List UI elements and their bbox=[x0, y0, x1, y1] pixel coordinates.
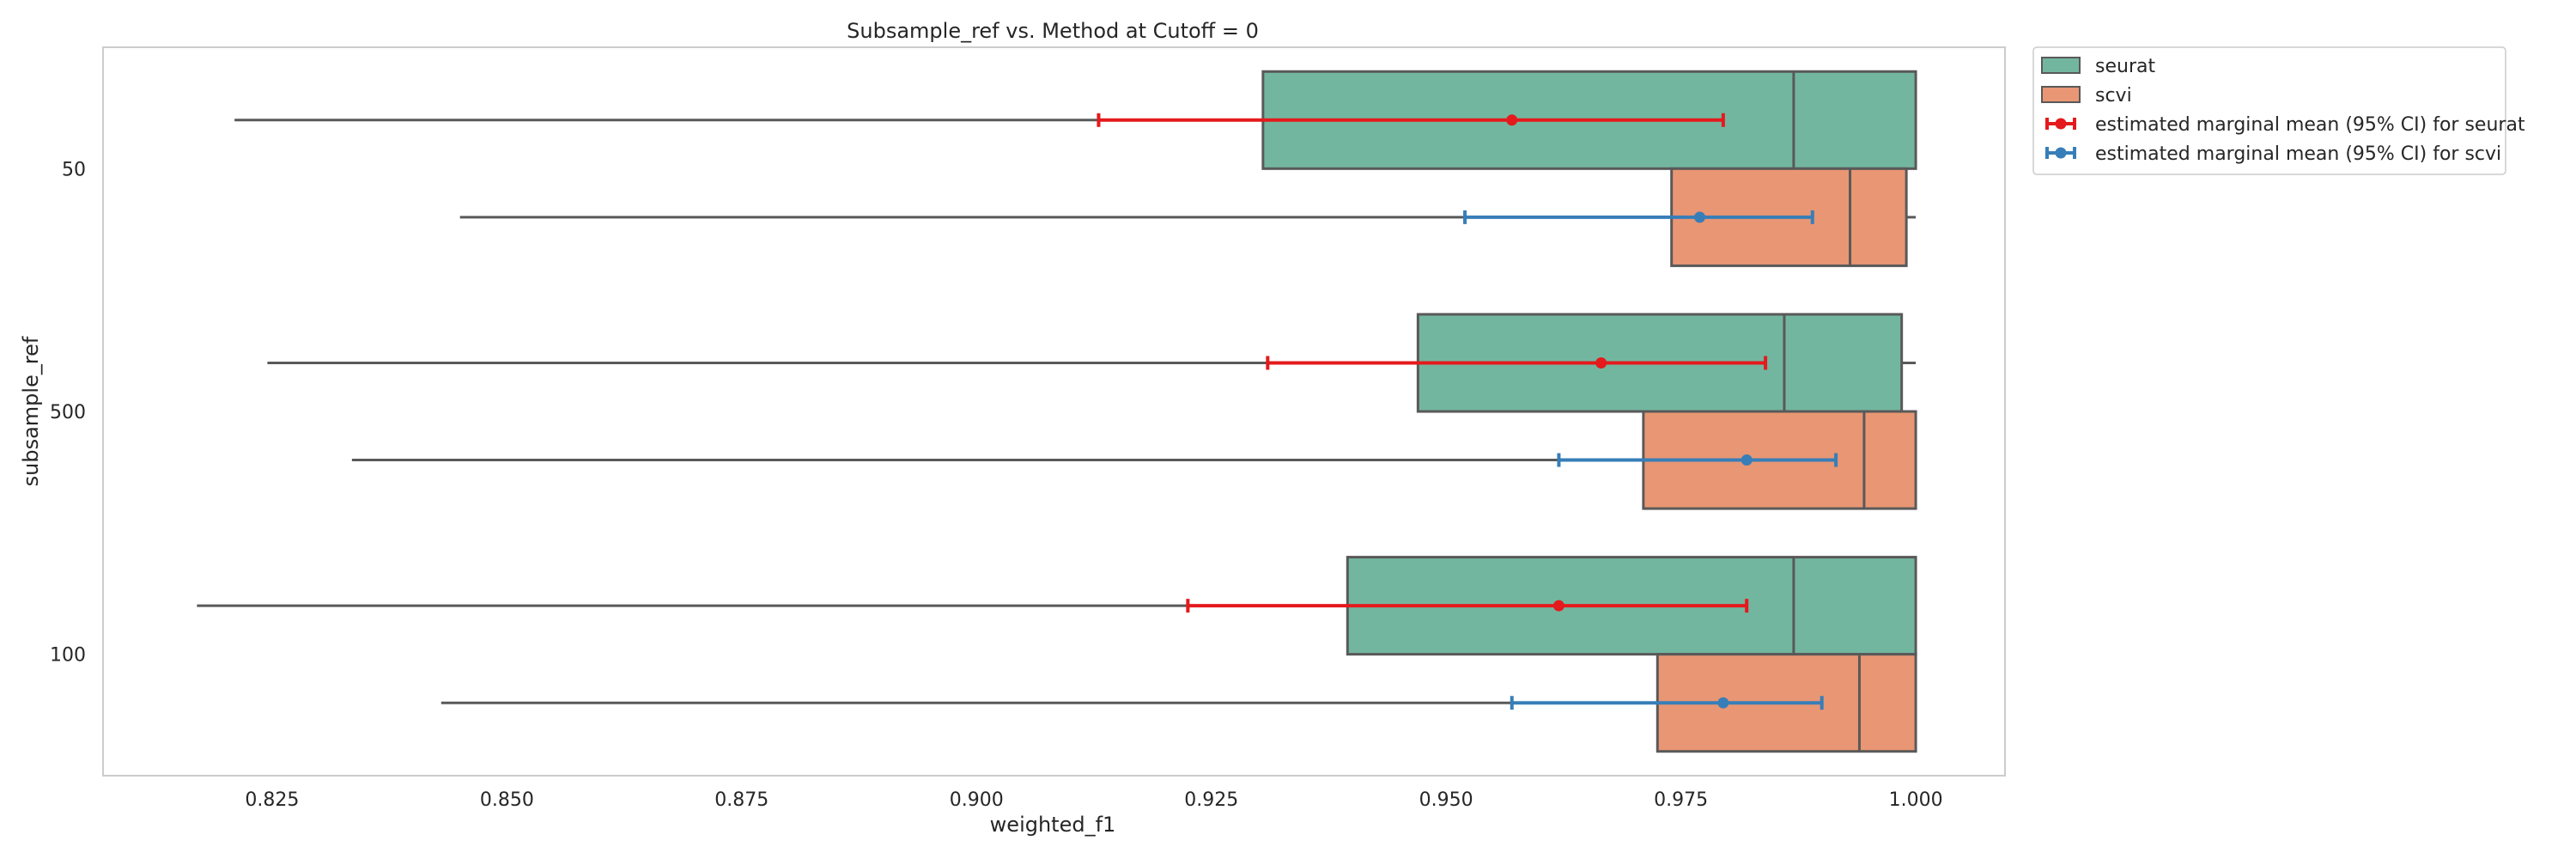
x-tick-label: 0.925 bbox=[1184, 789, 1238, 811]
x-tick-label: 0.950 bbox=[1419, 789, 1473, 811]
legend-item-seurat: seurat bbox=[2041, 56, 2155, 77]
chart-title: Subsample_ref vs. Method at Cutoff = 0 bbox=[847, 19, 1259, 43]
y-tick-label: 50 bbox=[62, 159, 86, 180]
y-tick-label: 500 bbox=[50, 402, 86, 423]
x-tick-label: 0.900 bbox=[950, 789, 1004, 811]
marginal-mean-scvi-100 bbox=[1510, 696, 1824, 710]
x-tick-label: 0.825 bbox=[245, 789, 299, 811]
legend-label: scvi bbox=[2095, 85, 2132, 107]
legend-item-scvi: scvi bbox=[2041, 85, 2132, 107]
legend-swatch bbox=[2041, 57, 2081, 74]
legend-mean-point bbox=[2055, 147, 2067, 159]
mean-point bbox=[1741, 454, 1753, 466]
legend-mean-point bbox=[2055, 118, 2067, 130]
mean-point bbox=[1595, 356, 1607, 369]
mean-point bbox=[1552, 600, 1564, 612]
legend-label: seurat bbox=[2095, 56, 2155, 77]
marginal-mean-scvi-50 bbox=[1463, 210, 1814, 224]
mean-point bbox=[1717, 697, 1729, 709]
x-axis-label: weighted_f1 bbox=[990, 813, 1116, 837]
legend-swatch bbox=[2041, 86, 2081, 103]
x-axis-ticks: 0.825 0.850 0.875 0.900 0.925 0.950 0.975 1.000 bbox=[245, 789, 1942, 811]
x-tick-label: 0.875 bbox=[714, 789, 769, 811]
x-tick-label: 1.000 bbox=[1889, 789, 1943, 811]
y-tick-label: 100 bbox=[50, 645, 86, 667]
legend-label: estimated marginal mean (95% CI) for scv… bbox=[2095, 143, 2501, 165]
marginal-mean-seurat-100 bbox=[1186, 599, 1749, 613]
y-axis-ticks: 50 500 100 bbox=[50, 159, 86, 666]
legend-label: estimated marginal mean (95% CI) for seu… bbox=[2095, 114, 2525, 136]
mean-point bbox=[1694, 211, 1706, 223]
marginal-means-layer bbox=[1097, 113, 1838, 710]
x-tick-label: 0.975 bbox=[1654, 789, 1708, 811]
x-tick-label: 0.850 bbox=[480, 789, 534, 811]
legend-item-marginal-mean-scvi: estimated marginal mean (95% CI) for scv… bbox=[2045, 143, 2501, 165]
legend-item-marginal-mean-seurat: estimated marginal mean (95% CI) for seu… bbox=[2045, 114, 2525, 136]
y-axis-label: subsample_ref bbox=[19, 336, 43, 486]
mean-point bbox=[1506, 114, 1518, 126]
legend-items: seurat scvi estimated marginal mean (95% C… bbox=[2041, 56, 2525, 165]
marginal-mean-seurat-50 bbox=[1097, 113, 1725, 127]
marginal-mean-scvi-500 bbox=[1557, 453, 1838, 467]
legend: seurat scvi estimated marginal mean (95% C… bbox=[2032, 46, 2525, 175]
legend-frame bbox=[2032, 46, 2506, 175]
marginal-mean-seurat-500 bbox=[1266, 356, 1768, 370]
